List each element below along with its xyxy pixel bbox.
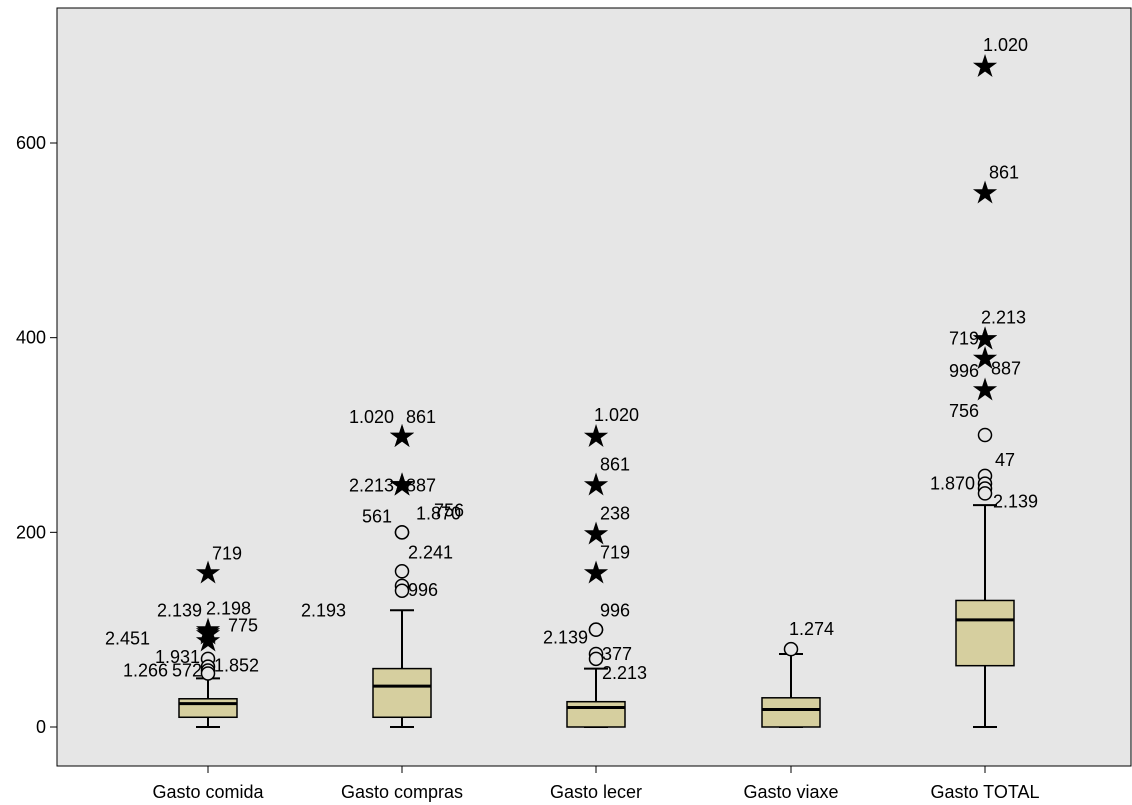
box-gasto-total: ★1.020★861★2.213★719★996★887756471.8702.… <box>930 35 1038 728</box>
outlier-mark <box>588 651 604 667</box>
outlier-case-label: 861 <box>406 407 436 427</box>
outlier-mark <box>394 564 410 579</box>
y-tick-label: 600 <box>16 133 46 153</box>
outlier-mark <box>200 666 216 681</box>
x-category-label: Gasto lecer <box>550 782 642 802</box>
extreme-outlier-mark: ★ <box>390 470 413 500</box>
outlier-case-label: 2.213 <box>349 476 394 496</box>
outlier-case-label: 719 <box>949 329 979 349</box>
iqr-box <box>761 697 821 728</box>
outlier-case-label: 561 <box>362 506 392 526</box>
outlier-case-label: 996 <box>949 361 979 381</box>
outlier-case-label: 572 <box>172 660 202 680</box>
outlier-case-label: 2.193 <box>301 601 346 621</box>
outlier-case-label: 775 <box>228 616 258 636</box>
outlier-mark <box>588 622 604 637</box>
outlier-case-label: 2.451 <box>105 628 150 648</box>
outlier-case-label: 1.020 <box>349 407 394 427</box>
outlier-case-label: 887 <box>406 476 436 496</box>
outlier-case-label: 996 <box>600 601 630 621</box>
outlier-case-label: 1.020 <box>983 35 1028 55</box>
outlier-case-label: 1.020 <box>594 405 639 425</box>
outlier-case-label: 1.852 <box>214 656 259 676</box>
extreme-outlier-mark: ★ <box>196 617 219 647</box>
y-tick-label: 200 <box>16 522 46 542</box>
box-gasto-viaxe: 1.274 <box>761 619 834 728</box>
x-category-label: Gasto TOTAL <box>930 782 1039 802</box>
extreme-outlier-mark: ★ <box>390 421 413 451</box>
extreme-outlier-mark: ★ <box>390 470 413 500</box>
outlier-case-label: 377 <box>602 644 632 664</box>
outlier-mark <box>394 525 410 540</box>
outlier-case-label: 756 <box>949 401 979 421</box>
extreme-outlier-mark: ★ <box>390 421 413 451</box>
outlier-case-label: 2.213 <box>981 308 1026 328</box>
outlier-case-label: 861 <box>989 163 1019 183</box>
x-category-label: Gasto compras <box>341 782 463 802</box>
outlier-case-label: 1.870 <box>416 503 461 523</box>
outlier-case-label: 1.870 <box>930 474 975 494</box>
extreme-outlier-mark: ★ <box>584 557 607 587</box>
outlier-case-label: 719 <box>212 543 242 563</box>
outlier-case-label: 2.198 <box>206 599 251 619</box>
outlier-case-label: 2.213 <box>602 663 647 683</box>
extreme-outlier-mark: ★ <box>973 343 996 373</box>
outlier-mark <box>977 486 993 501</box>
extreme-outlier-mark: ★ <box>584 518 607 548</box>
axes: 0 200 400 600 Gasto comida Gasto compras Gasto… <box>16 133 1040 802</box>
outlier-case-label: 2.139 <box>157 601 202 621</box>
outlier-case-label: 2.241 <box>408 542 453 562</box>
outlier-case-label: 719 <box>600 542 630 562</box>
iqr-box <box>566 700 626 728</box>
outlier-case-label: 996 <box>408 580 438 600</box>
y-tick-label: 0 <box>36 717 46 737</box>
x-category-label: Gasto viaxe <box>743 782 838 802</box>
iqr-box <box>178 698 238 719</box>
iqr-box <box>955 599 1015 667</box>
extreme-outlier-mark: ★ <box>973 178 996 208</box>
extreme-outlier-mark: ★ <box>196 625 219 655</box>
extreme-outlier-mark: ★ <box>584 421 607 451</box>
outlier-case-label: 238 <box>600 503 630 523</box>
outlier-case-label: 1.931 <box>155 647 200 667</box>
extreme-outlier-mark: ★ <box>973 324 996 354</box>
outlier-case-label: 1.274 <box>789 619 834 639</box>
y-tick-label: 400 <box>16 328 46 348</box>
extreme-outlier-mark: ★ <box>196 615 219 645</box>
outlier-case-label: 756 <box>434 501 464 521</box>
outlier-case-label: 2.139 <box>543 628 588 648</box>
plot-area <box>56 7 1132 767</box>
extreme-outlier-mark: ★ <box>973 324 996 354</box>
outlier-mark <box>783 641 799 657</box>
extreme-outlier-mark: ★ <box>584 470 607 500</box>
extreme-outlier-mark: ★ <box>390 470 413 500</box>
outlier-case-label: 861 <box>600 455 630 475</box>
extreme-outlier-mark: ★ <box>196 619 219 649</box>
x-category-label: Gasto comida <box>152 782 264 802</box>
outlier-case-label: 887 <box>991 358 1021 378</box>
extreme-outlier-mark: ★ <box>973 51 996 81</box>
outlier-case-label: 1.266 <box>123 661 168 681</box>
outlier-case-label: 47 <box>995 450 1015 470</box>
outlier-mark <box>394 583 410 598</box>
outlier-mark <box>977 427 993 443</box>
outlier-case-label: 2.139 <box>993 492 1038 512</box>
extreme-outlier-mark: ★ <box>196 557 219 587</box>
iqr-box <box>372 667 432 719</box>
extreme-outlier-mark: ★ <box>973 374 996 404</box>
